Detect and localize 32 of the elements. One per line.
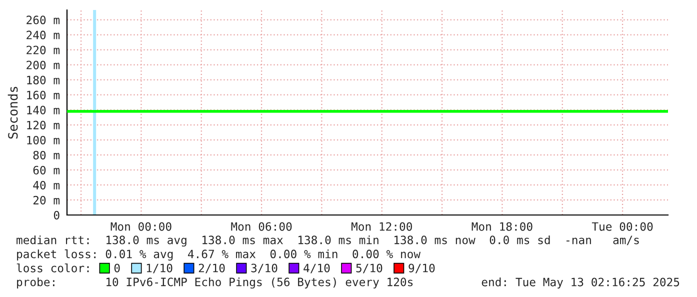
y-tick-label: 120 m — [27, 120, 60, 130]
x-tick-label: Mon 00:00 — [110, 222, 172, 231]
legend-label: 4/10 — [304, 264, 330, 274]
y-tick-label: 220 m — [26, 46, 60, 54]
y-tick-label: 100 m — [27, 136, 60, 144]
legend-label: 5/10 — [356, 264, 382, 274]
y-tick-label: 140 m — [27, 106, 60, 114]
y-tick-label: 40 m — [33, 180, 60, 190]
legend-label: 9/10 — [408, 264, 435, 274]
x-tick-label: Tue 00:00 — [592, 222, 653, 231]
y-tick-label: 60 m — [33, 166, 60, 174]
legend-label: 1/10 — [146, 264, 172, 274]
legend-label: 2/10 — [198, 264, 225, 274]
y-tick-label: 240 m — [26, 30, 60, 40]
y-axis-title: Seconds — [8, 86, 18, 139]
y-tick-label: 260 m — [26, 16, 60, 24]
legend-label: 0 — [114, 264, 120, 272]
text: probe: 10 IPv6-ICMP Echo Pings (56 Bytes) every 120s — [17, 277, 413, 289]
text: packet loss: 0.01 % avg 4.67 % max 0.00 % min 0.00 % now — [17, 249, 421, 261]
y-tick-label: 0 — [54, 210, 60, 220]
x-tick-label: Mon 06:00 — [231, 222, 292, 231]
x-tick-label: Mon 12:00 — [352, 222, 412, 231]
y-tick-label: 200 m — [26, 60, 60, 70]
legend-title: loss color: — [16, 263, 89, 272]
x-tick-label: Mon 18:00 — [472, 222, 532, 231]
y-tick-label: 160 m — [27, 90, 60, 100]
y-tick-label: 80 m — [33, 150, 60, 160]
legend-label: 3/10 — [251, 264, 278, 274]
y-tick-label: 180 m — [27, 76, 60, 84]
text: end: Tue May 13 02:16:25 2025 — [482, 278, 680, 289]
text: median rtt: 138.0 ms avg 138.0 ms max 138.0 ms min 138.0 ms now 0.0 ms sd -nan am/s — [16, 235, 639, 247]
y-tick-label: 20 m — [33, 196, 60, 204]
